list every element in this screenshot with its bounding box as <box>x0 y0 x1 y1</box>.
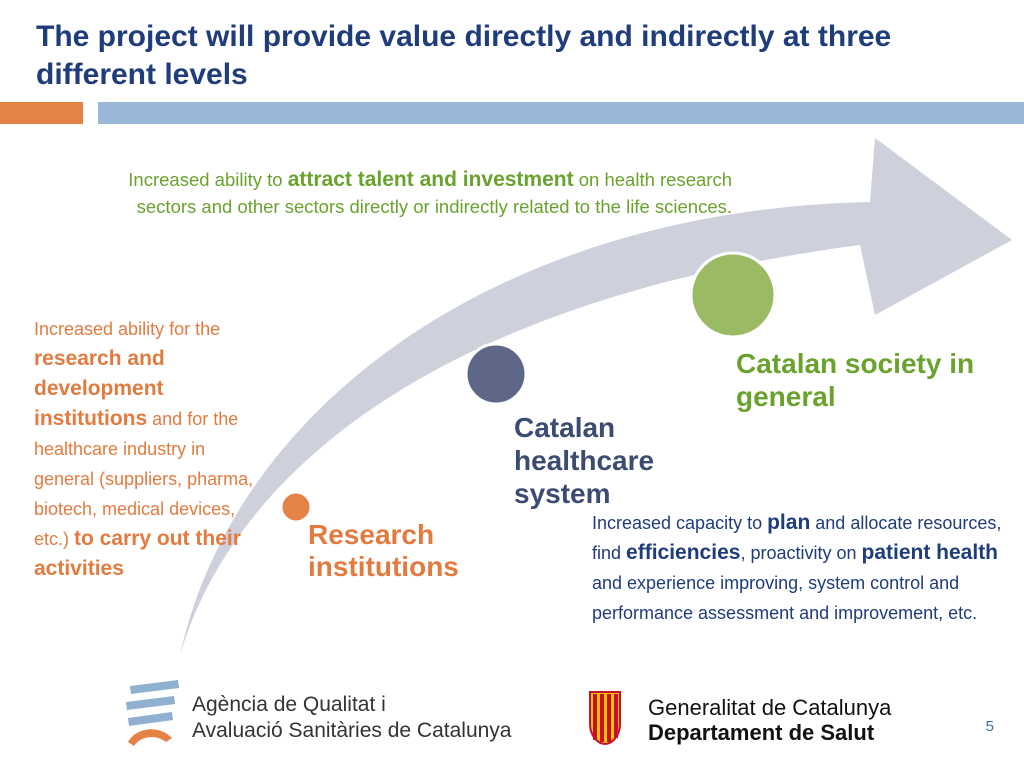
research-institutions-label: Research institutions <box>308 519 459 582</box>
header-bar-blue <box>98 102 1024 124</box>
healthcare-value-description: Increased capacity to plan and allocate … <box>592 511 1002 623</box>
aqu-mark-arc <box>128 729 172 746</box>
aqu-name: Agència de Qualitat i Avaluació Sanitàrie… <box>192 693 512 742</box>
aqu-mark-stripe <box>126 696 175 710</box>
aqu-mark-stripe <box>128 712 173 726</box>
arrow-shape <box>180 138 1012 655</box>
aqu-logo <box>126 680 179 746</box>
society-value-description: Increased ability to attract talent and … <box>128 168 732 217</box>
generalitat-shield-icon <box>589 691 621 746</box>
aqu-mark-stripe <box>130 680 179 694</box>
header-bar-orange <box>0 102 83 124</box>
society-circle <box>689 251 777 339</box>
generalitat-name: Generalitat de Catalunya Departament de S… <box>648 695 892 745</box>
research-value-description: Increased ability for the research and d… <box>34 319 254 580</box>
page-number: 5 <box>985 718 994 735</box>
slide-title: The project will provide value directly … <box>36 20 892 91</box>
healthcare-system-label: Catalan healthcare system <box>514 412 655 509</box>
research-circle <box>279 490 313 524</box>
society-label: Catalan society in general <box>736 348 975 412</box>
healthcare-circle <box>464 342 528 406</box>
